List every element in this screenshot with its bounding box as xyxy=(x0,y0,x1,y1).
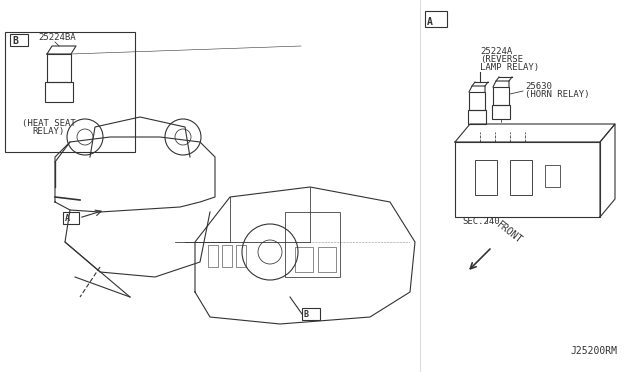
Text: (HEAT SEAT: (HEAT SEAT xyxy=(22,119,76,128)
Bar xyxy=(475,160,497,195)
Text: 25224BA: 25224BA xyxy=(38,33,76,42)
Bar xyxy=(469,92,485,110)
Text: (HORN RELAY): (HORN RELAY) xyxy=(525,90,589,99)
Bar xyxy=(493,87,509,105)
Bar xyxy=(318,247,336,272)
Text: FRONT: FRONT xyxy=(495,220,524,246)
Bar xyxy=(468,110,486,124)
Text: 25224A: 25224A xyxy=(480,47,512,56)
Bar xyxy=(545,165,560,187)
Text: B: B xyxy=(304,310,309,319)
Bar xyxy=(492,105,510,119)
Bar xyxy=(47,54,71,82)
Text: A: A xyxy=(427,17,433,27)
Bar xyxy=(455,142,600,217)
Text: RELAY): RELAY) xyxy=(32,127,64,136)
Bar xyxy=(295,247,313,272)
Text: B: B xyxy=(12,36,18,46)
Text: (REVERSE: (REVERSE xyxy=(480,55,523,64)
Bar xyxy=(5,32,135,152)
Bar xyxy=(222,245,232,267)
Bar xyxy=(63,212,79,224)
Text: SEC.240: SEC.240 xyxy=(462,217,500,226)
Bar xyxy=(208,245,218,267)
Text: A: A xyxy=(65,214,70,223)
Bar xyxy=(45,82,73,102)
Bar xyxy=(425,11,447,27)
Bar xyxy=(10,34,28,46)
Text: LAMP RELAY): LAMP RELAY) xyxy=(480,63,539,72)
Text: J25200RM: J25200RM xyxy=(570,346,617,356)
Text: 25630: 25630 xyxy=(525,82,552,91)
Bar xyxy=(510,160,532,195)
Bar xyxy=(285,212,340,277)
Bar xyxy=(236,245,246,267)
Bar xyxy=(302,308,320,320)
